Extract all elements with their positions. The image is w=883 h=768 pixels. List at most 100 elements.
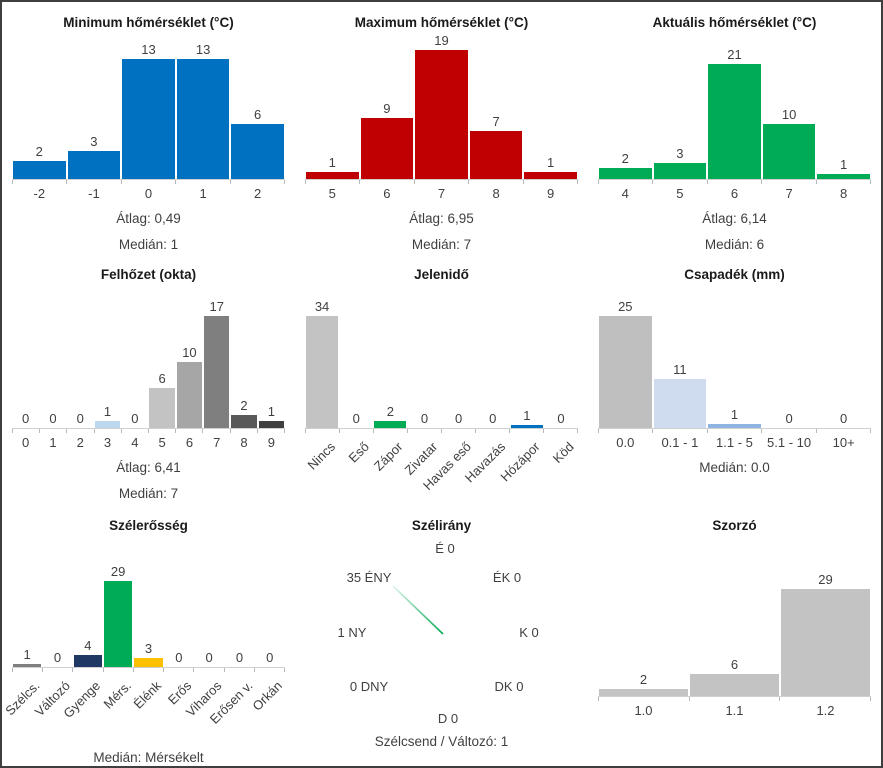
x-axis-label-text: 9 [267,434,275,450]
axis-tick [12,428,41,433]
bar [653,378,707,428]
x-axis-label-text: 2 [76,434,84,450]
x-axis-label: 0.0 [598,435,653,450]
x-axis-label: 0 [121,186,176,201]
x-axis-label-text: 6 [383,186,391,201]
x-axis-label: Élénk [130,676,164,740]
bar [415,50,468,179]
bar-value-label: 34 [314,298,330,314]
axis-tick [176,180,231,184]
axis-tick [255,668,285,672]
axis-tick [598,180,654,184]
compass-footer: Szélcsend / Változó: 1 [374,734,509,749]
bar-slot: 1 [12,647,42,667]
x-axis-label: 4 [121,435,148,450]
bar-value-label: 0 [840,410,848,426]
bar-slot: 2 [12,144,67,179]
axis-tick [415,180,470,184]
x-axis-label: 2 [67,435,94,450]
x-axis-label: 1 [39,435,66,450]
bar-value-label: 1 [547,155,555,170]
x-axis [12,667,285,672]
x-axis-label: Orkán [250,676,286,740]
x-axis-label-text: 1.2 [816,703,835,718]
bar [73,655,102,667]
x-axis-label: 9 [258,435,285,450]
stat-line: Medián: 7 [411,237,472,252]
x-axis-labels: Nincs Eső Zápor Zivatar Havas eső Havazás Hózá… [304,437,578,501]
x-axis-label-text: 5 [158,434,166,450]
axis-tick [708,180,763,184]
bar-slot: 0 [39,411,66,428]
bar-value-label: 0 [22,410,30,426]
compass-label-se: DK 0 [494,679,524,694]
x-axis-label-text: Köd [549,438,577,466]
bars-area: 1 9 19 7 1 [305,32,578,179]
x-axis-label-text: 10+ [832,434,855,450]
x-axis-label: Eső [339,437,373,501]
x-axis-label: 7 [762,186,817,201]
axis-tick [340,428,374,433]
axis-tick [524,180,579,184]
x-axis-label-text: 1.1 [725,703,744,718]
bar-value-label: 13 [195,42,211,57]
x-axis-label: 6 [360,186,415,201]
bar-slot: 13 [121,42,176,179]
bar-value-label: 0 [53,650,62,665]
bar-value-label: 0 [557,410,565,426]
stat-line: Átlag: 6,14 [702,211,767,226]
bar-value-label: 17 [209,298,224,314]
axis-tick [104,668,134,672]
x-axis-label-text: 0 [22,434,30,450]
axis-tick [305,180,361,184]
x-axis-label-text: 0.1 - 1 [661,434,699,450]
bar-slot: 10 [762,107,817,179]
chart-title: Aktuális hőmérséklet (°C) [652,15,817,30]
compass-label-n: É 0 [435,541,455,556]
bar-slot: 0 [476,411,510,428]
bar-value-label: 3 [144,641,153,656]
x-axis-label-text: 0.0 [616,434,635,450]
bar-value-label: 1 [103,403,112,419]
bar-value-label: 0 [266,650,274,665]
bar [67,151,121,179]
x-axis-labels: -2 -1 0 1 2 [12,186,285,201]
bar-slot: 1 [707,407,762,428]
bar [306,315,339,428]
bar-value-label: 2 [639,672,648,687]
compass-label-s: D 0 [437,711,459,726]
bar-slot: 29 [780,572,871,696]
bar [599,168,652,179]
bar-slot: 3 [653,146,708,179]
x-axis-label-text: 9 [547,186,555,201]
bar-slot: 7 [469,114,524,179]
chart-stats: Átlag: 0,49 Medián: 1 [12,211,285,253]
bar-slot: 13 [176,42,231,179]
bar-value-label: 3 [90,134,98,149]
stat-line: Átlag: 0,49 [116,211,181,226]
x-axis-label-text: 6 [730,186,739,201]
stat-line: Átlag: 6,41 [116,459,181,475]
bar-value-label: 0 [205,650,213,665]
axis-tick [598,428,654,433]
x-axis-label: 5 [305,186,360,201]
axis-tick [442,428,476,433]
bar-value-label: 19 [434,33,449,48]
bar-value-label: 1 [23,647,31,662]
axis-tick [360,180,415,184]
axis-tick [653,180,708,184]
axis-tick [305,428,340,433]
x-axis-label: Gyenge [61,676,104,740]
bar-value-label: 1 [840,157,848,172]
x-axis-label: 0.1 - 1 [653,435,708,450]
x-axis-label: 5.1 - 10 [762,435,817,450]
x-axis-label: 0 [12,435,39,450]
x-axis-label: Erősen v. [206,676,255,740]
x-axis-labels: 0 1 2 3 4 5 6 7 8 9 [12,435,285,450]
bar-value-label: 9 [383,101,391,116]
bar-slot: 0 [442,411,476,428]
x-axis-label: 6 [707,186,762,201]
